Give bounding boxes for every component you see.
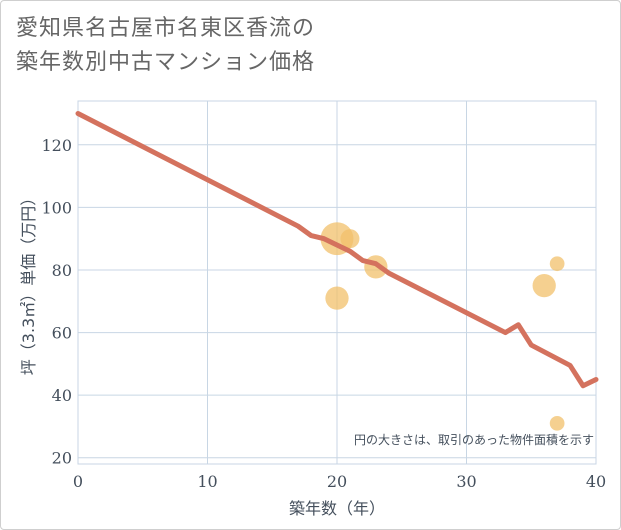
y-tick-label: 60 [52, 324, 72, 343]
y-tick-label: 80 [52, 261, 72, 280]
x-tick-label: 20 [327, 472, 347, 491]
data-bubble [325, 286, 349, 310]
data-bubble [532, 273, 556, 298]
chart-title-line-2: 築年数別中古マンション価格 [16, 50, 316, 75]
bubble-size-note: 円の大きさは、取引のあった物件面積を示す [354, 432, 594, 447]
y-tick-label: 100 [41, 198, 72, 217]
data-bubble [549, 256, 565, 272]
x-axis-label: 築年数（年） [289, 499, 385, 518]
y-axis-label: 坪（3.3㎡）単価（万円） [19, 190, 38, 375]
x-tick-label: 0 [73, 472, 83, 491]
trend-layer [75, 111, 599, 389]
x-tick-label: 40 [586, 472, 606, 491]
tick-labels: 0 10 20 30 40 20 40 60 80 100 120 [41, 136, 606, 491]
data-bubble [340, 229, 360, 249]
data-bubble [549, 415, 565, 431]
y-tick-label: 40 [52, 386, 72, 405]
chart-title-line-1: 愛知県名古屋市名東区香流の [16, 16, 316, 41]
y-tick-label: 120 [41, 136, 72, 155]
grid-lines [77, 101, 597, 464]
x-tick-label: 30 [456, 472, 476, 491]
chart-title: 愛知県名古屋市名東区香流の 築年数別中古マンション価格 [16, 12, 315, 80]
x-tick-label: 10 [197, 472, 217, 491]
y-tick-label: 20 [52, 449, 72, 468]
trend-line [75, 111, 599, 389]
